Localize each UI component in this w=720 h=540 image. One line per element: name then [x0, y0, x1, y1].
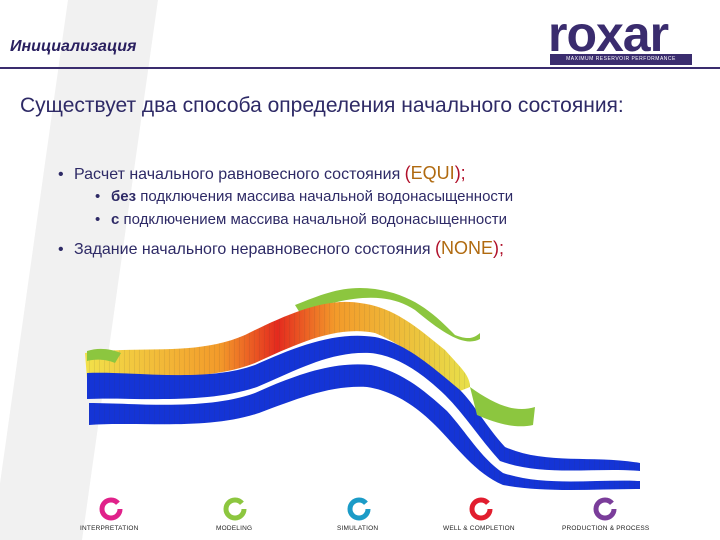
bullet-equi: • Расчет начального равновесного состояни…: [58, 163, 466, 184]
logo-tagline: MAXIMUM RESERVOIR PERFORMANCE: [550, 54, 692, 65]
bullet-equi-text: Расчет начального равновесного состояния: [74, 166, 405, 183]
footer-label-modeling: MODELING: [216, 525, 253, 532]
sub-bullet-without-text: подключения массива начальной водонасыще…: [136, 188, 514, 205]
footer-bar: INTERPRETATION MODELING SIMULATION WELL …: [0, 490, 720, 540]
modeling-cycle-icon: [223, 497, 247, 521]
logo-word: roxar: [548, 6, 669, 62]
bullet-none-keyword: NONE: [440, 238, 493, 258]
sub-bullet-with-bold: с: [111, 211, 120, 228]
header-divider: [0, 67, 720, 69]
main-heading: Существует два способа определения начал…: [20, 94, 624, 117]
page-title: Инициализация: [10, 38, 137, 55]
bullet-none: • Задание начального неравновесного состо…: [58, 238, 504, 259]
interpretation-cycle-icon: [99, 497, 123, 521]
sub-bullet-with: • с подключением массива начальной водона…: [95, 211, 507, 228]
sub-bullet-dot: •: [95, 211, 101, 228]
well-completion-cycle-icon: [469, 497, 493, 521]
bullet-none-paren-open: (: [434, 238, 441, 258]
sub-bullet-without: • без подключения массива начальной водон…: [95, 188, 513, 205]
bullet-dot: •: [58, 166, 64, 183]
roxar-logo: roxar MAXIMUM RESERVOIR PERFORMANCE: [548, 6, 694, 66]
footer-label-interpretation: INTERPRETATION: [80, 525, 139, 532]
bullet-none-text: Задание начального неравновесного состоя…: [74, 241, 435, 258]
sub-bullet-dot: •: [95, 188, 101, 205]
sub-bullet-without-bold: без: [111, 188, 137, 205]
bullet-dot: •: [58, 241, 64, 258]
bullet-none-paren-close: );: [493, 238, 504, 258]
footer-label-well-completion: WELL & COMPLETION: [443, 525, 515, 532]
production-process-cycle-icon: [593, 497, 617, 521]
footer-label-simulation: SIMULATION: [337, 525, 379, 532]
bullet-equi-keyword: EQUI: [410, 163, 455, 183]
reservoir-model-image: [85, 287, 640, 490]
sub-bullet-with-text: подключением массива начальной водонасыщ…: [119, 211, 507, 228]
simulation-cycle-icon: [347, 497, 371, 521]
footer-label-production-process: PRODUCTION & PROCESS: [562, 525, 650, 532]
bullet-equi-paren-close: );: [454, 163, 466, 183]
bullet-equi-paren-open: (: [404, 163, 411, 183]
